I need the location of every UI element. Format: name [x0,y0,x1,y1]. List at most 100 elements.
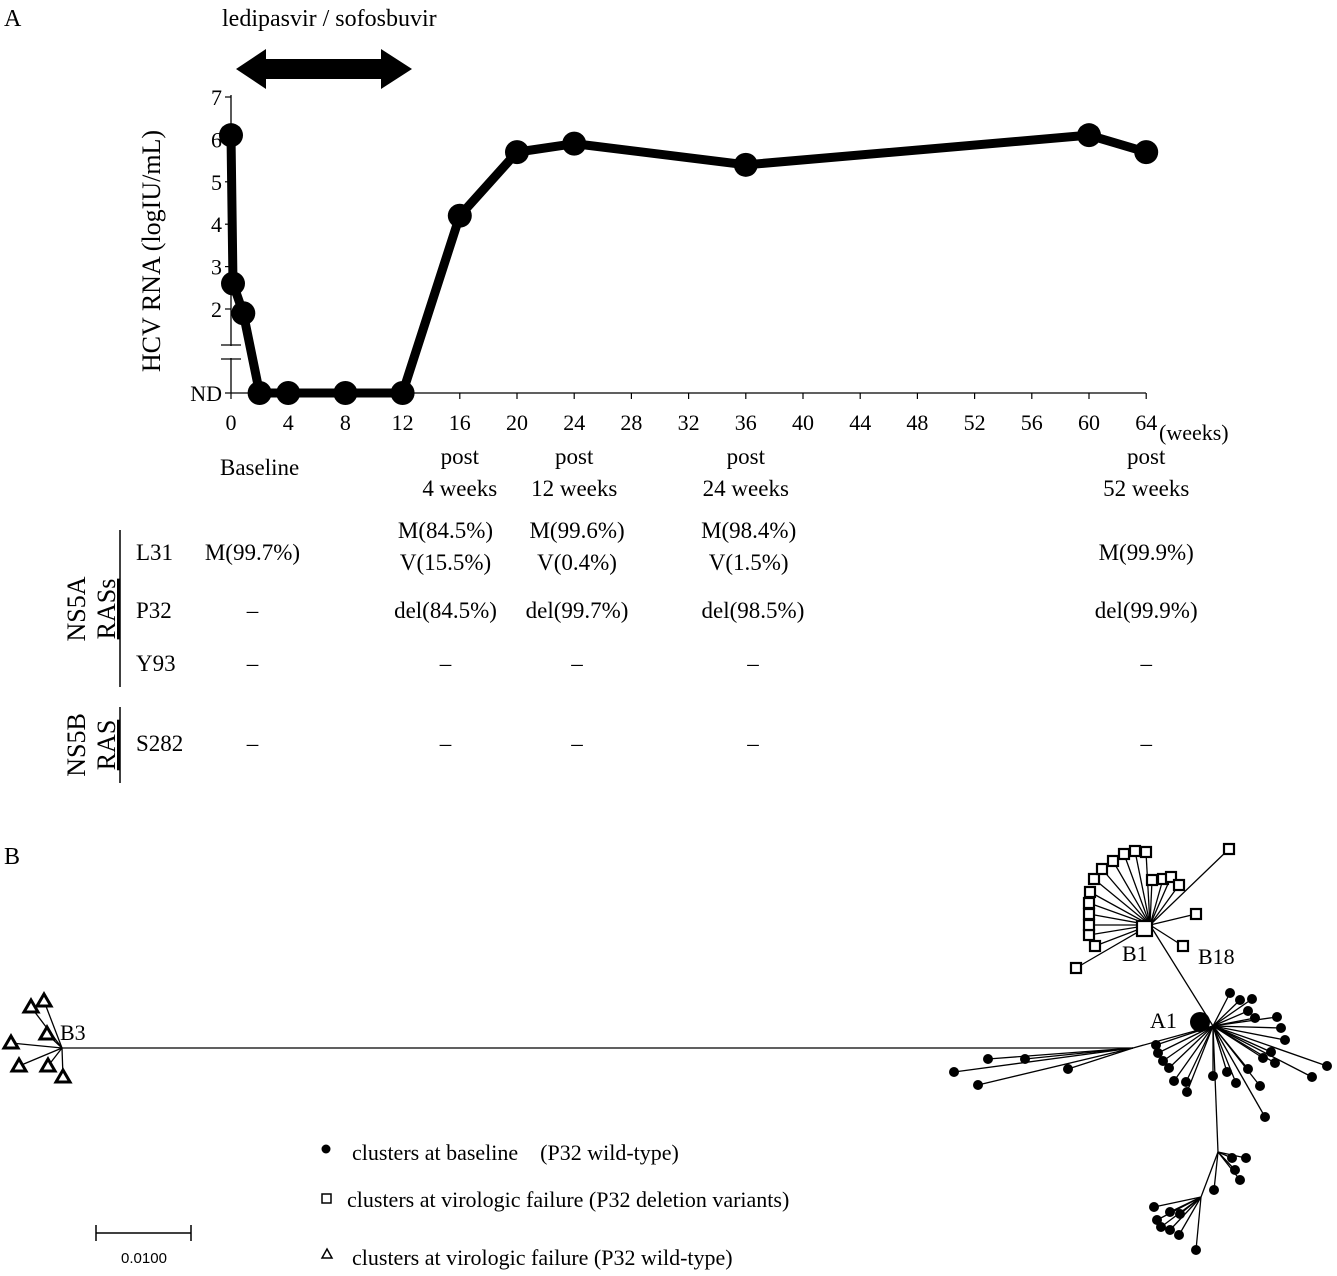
x-tick-label: 32 [678,410,700,435]
ras-cell-value: – [246,651,259,676]
ras-cell-value: V(1.5%) [709,550,789,575]
y-tick-label: 4 [211,212,222,237]
ras-row-position: L31 [136,540,173,565]
tree-leaves-deletion [1069,842,1236,975]
time-label-line: 12 weeks [531,476,617,501]
time-label-line: 24 weeks [703,476,789,501]
ras-cell-value: M(99.7%) [205,540,300,565]
x-tick-label: 4 [283,410,294,435]
ras-cell-value: M(84.5%) [398,518,493,543]
x-tick-label: 60 [1078,410,1100,435]
ras-cell-value: – [246,731,259,756]
time-label-line: post [441,444,480,469]
data-point [1134,140,1159,165]
ras-cell-value: M(99.6%) [529,518,624,543]
series-hcv-rna [219,123,1159,405]
y-tick-label: 7 [211,85,222,110]
tree-leaves-baseline [949,988,1332,1255]
treatment-period-arrow [236,49,412,89]
x-tick-label: 52 [964,410,986,435]
ras-cell-value: del(84.5%) [394,598,497,623]
node-label-a1: A1 [1150,1008,1177,1033]
legend-text-deletion: clusters at virologic failure (P32 delet… [347,1187,789,1212]
data-point [219,123,243,148]
ras-cell-value: – [570,731,583,756]
data-point [390,381,415,405]
x-tick-label: 8 [340,410,351,435]
ras-group-label-line: RAS [92,720,121,771]
ras-cell-value: del(99.9%) [1095,598,1198,623]
time-label-line: 4 weeks [422,476,497,501]
node-label-b18: B18 [1198,944,1235,969]
panel-a-label: A [4,6,22,32]
legend-marker-baseline [321,1144,331,1154]
ras-cell-value: V(15.5%) [400,550,491,575]
ras-cell-value: M(99.9%) [1099,540,1194,565]
x-tick-label: 0 [226,410,237,435]
ras-row-position: P32 [136,598,172,623]
tree-leaves-wildtype-failure [1,991,73,1084]
data-point [231,301,256,326]
x-tick-label: 36 [735,410,757,435]
data-point [505,140,529,165]
y-tick-labels: ND 2 3 4 5 6 7 [190,85,231,406]
legend-text-wildtype-failure: clusters at virologic failure (P32 wild-… [352,1245,733,1270]
ras-cell-value: del(98.5%) [702,598,805,623]
legend-marker-wildtype-failure [320,1247,334,1259]
x-tick-label: 56 [1021,410,1043,435]
scale-bar-label: 0.0100 [121,1250,167,1267]
data-point [1077,123,1101,148]
x-tick-label: 16 [449,410,471,435]
ras-cell-value: – [746,651,759,676]
ras-cell-value: – [570,651,583,676]
time-label-line: post [727,444,766,469]
ras-cell-value: – [246,598,259,623]
x-tick-label: 64 [1135,410,1157,435]
x-tick-label: 48 [906,410,928,435]
ras-cell-value: – [439,731,452,756]
y-axis-break [221,344,241,360]
data-point [247,381,272,405]
x-tick-label: 28 [620,410,642,435]
y-axis-label: HCV RNA (logIU/mL) [137,130,166,372]
series-line [226,130,1151,398]
ras-group-label-line: NS5B [62,713,91,777]
ras-group-label: NS5BRAS [62,713,121,777]
data-point [733,152,758,177]
ras-group-label-line: RASs [92,579,121,640]
legend-text-baseline: clusters at baseline (P32 wild-type) [352,1140,679,1165]
ras-cell-value: – [746,731,759,756]
ras-cell-value: – [439,651,452,676]
ras-cell-value: del(99.7%) [526,598,629,623]
time-label-line: post [555,444,594,469]
ras-table: NS5ARASs L31 M(99.7%) M(84.5%) V(15.5%) M(99.… [62,518,1198,783]
node-label-b1: B1 [1122,941,1148,966]
ras-cell-value: V(0.4%) [537,550,617,575]
y-tick-label: 5 [211,170,222,195]
y-tick-label: 3 [211,255,222,280]
time-label-line: 52 weeks [1103,476,1189,501]
ras-cell-value: – [1139,731,1152,756]
tree-legend: clusters at baseline (P32 wild-type) clu… [320,1140,789,1270]
legend-marker-deletion [321,1193,332,1204]
time-point-labels: Baseline post 4 weeks post 12 weeks post 24 we… [220,444,1189,501]
ras-row-position: Y93 [136,651,176,676]
data-point [447,203,472,228]
x-tick-label: 20 [506,410,528,435]
ras-group-label: NS5ARASs [62,576,121,641]
y-tick-label: 2 [211,297,222,322]
phylogenetic-tree: A1 B1 B18 B3 [1,842,1332,1255]
node-label-b3: B3 [60,1020,86,1045]
x-tick-label: 44 [849,410,871,435]
data-point [562,131,587,156]
ras-cell-value: – [1139,651,1152,676]
x-tick-labels: 0 4 8 12 16 20 24 28 32 36 40 44 48 52 56 60 64 [226,393,1157,435]
y-tick-label: ND [190,381,222,406]
treatment-label: ledipasvir / sofosbuvir [222,6,437,32]
y-tick-label: 6 [211,127,222,152]
ras-group-label-line: NS5A [62,576,91,641]
x-tick-label: 12 [392,410,414,435]
panel-b-label: B [4,844,20,870]
data-point [221,271,246,296]
